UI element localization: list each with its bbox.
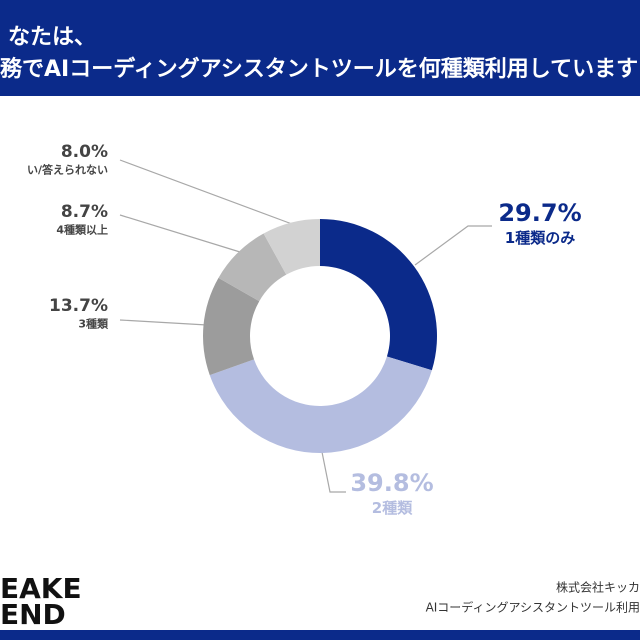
- category-label: 4種類以上: [56, 222, 108, 236]
- donut-slice: [209, 356, 432, 454]
- value-label: 8.0%: [61, 142, 108, 162]
- donut-slice: [203, 277, 260, 376]
- category-label: 3種類: [78, 316, 109, 330]
- logo: END: [0, 598, 66, 631]
- source: 株式会社キッカ: [556, 580, 640, 595]
- value-label: 39.8%: [350, 469, 433, 497]
- title-line: 務でAIコーディングアシスタントツールを何種類利用しています: [0, 56, 638, 82]
- title-bar: [0, 0, 640, 96]
- donut-slice: [218, 233, 287, 302]
- category-label: 1種類のみ: [505, 229, 575, 247]
- donut-slice: [320, 219, 437, 371]
- title-line: なたは、: [8, 25, 96, 50]
- bottom-bar: [0, 630, 640, 640]
- leader-line: [119, 319, 208, 326]
- leader-line: [119, 214, 241, 253]
- value-label: 13.7%: [49, 296, 108, 316]
- leader-line: [414, 225, 492, 266]
- leader-line: [321, 451, 346, 493]
- donut-slice: [263, 219, 320, 275]
- value-label: 29.7%: [498, 199, 581, 227]
- value-label: 8.7%: [61, 202, 108, 222]
- source: AIコーディングアシスタントツール利用: [426, 600, 640, 615]
- category-label: 2種類: [372, 499, 413, 517]
- category-label: い/答えられない: [27, 162, 108, 176]
- leader-line: [119, 159, 293, 225]
- logo: EAKE: [0, 572, 82, 605]
